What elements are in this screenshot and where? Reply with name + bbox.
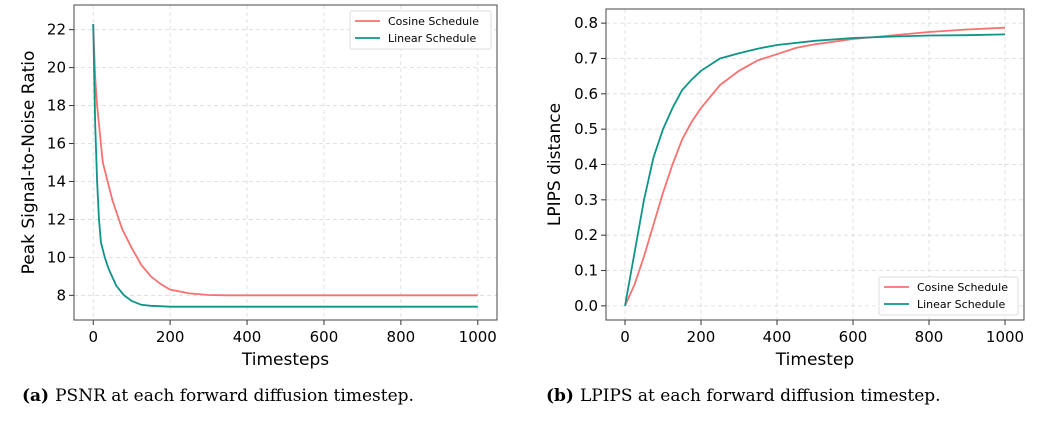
- chart-b-xlabel: Timestep: [775, 350, 854, 370]
- chart-b-ytick-label: 0.7: [574, 49, 598, 67]
- chart-a: 0 200 400 600 800 1000 8 10 12 14 16 18 20 22 Timestep…: [19, 4, 498, 370]
- chart-a-axes-frame: [73, 4, 498, 321]
- chart-b-legend: Cosine Schedule Linear Schedule: [878, 276, 1019, 316]
- chart-a-xtick-label: 1000: [459, 328, 497, 346]
- chart-a-ylabel: Peak Signal-to-Noise Ratio: [19, 51, 39, 275]
- chart-b-ytick-label: 0.8: [574, 14, 598, 32]
- chart-a-ytick-label: 8: [56, 286, 66, 304]
- chart-b-xtick-label: 400: [763, 328, 792, 346]
- chart-b-ylabel: LPIPS distance: [545, 103, 565, 226]
- chart-b-ytick-label: 0.3: [574, 191, 598, 209]
- chart-b-xtick-label: 0: [620, 328, 630, 346]
- chart-a-xtick-label: 0: [88, 328, 98, 346]
- chart-b-legend-label: Cosine Schedule: [917, 281, 1008, 294]
- chart-a-xlabel: Timesteps: [241, 350, 329, 370]
- chart-a-legend-label: Cosine Schedule: [388, 15, 479, 28]
- chart-a-xtick-label: 600: [310, 328, 339, 346]
- caption-a-text: PSNR at each forward diffusion timestep.: [55, 386, 414, 406]
- chart-a-xtick-label: 200: [156, 328, 185, 346]
- chart-a-ytick-label: 16: [47, 135, 66, 153]
- chart-b-ytick-label: 0.6: [574, 85, 598, 103]
- chart-a-series-linear-line: [92, 23, 478, 308]
- chart-b-xtick-label: 600: [839, 328, 868, 346]
- chart-a-ytick-label: 22: [47, 21, 66, 39]
- chart-b-xtick-label: 200: [687, 328, 716, 346]
- chart-a-legend-label: Linear Schedule: [388, 32, 476, 45]
- caption-a: (a) PSNR at each forward diffusion timest…: [22, 386, 414, 406]
- chart-a-xtick-label: 400: [233, 328, 262, 346]
- chart-a-legend: Cosine Schedule Linear Schedule: [349, 10, 492, 50]
- chart-b-ytick-label: 0.4: [574, 156, 598, 174]
- chart-a-legend-box: [349, 10, 492, 50]
- chart-b-ytick-label: 0.5: [574, 120, 598, 138]
- chart-a-ytick-label: 14: [47, 172, 66, 190]
- chart-a-series-cosine-line: [92, 23, 478, 297]
- chart-a-ytick-label: 20: [47, 59, 66, 77]
- chart-b-ytick-label: 0.2: [574, 226, 598, 244]
- chart-b-ytick-label: 0.0: [574, 297, 598, 315]
- caption-a-label: (a): [22, 386, 50, 406]
- chart-b-ytick-label: 0.1: [574, 262, 598, 280]
- caption-b: (b) LPIPS at each forward diffusion times…: [546, 386, 941, 406]
- chart-b-xtick-label: 800: [915, 328, 944, 346]
- chart-a-ytick-label: 10: [47, 248, 66, 266]
- chart-b-legend-label: Linear Schedule: [917, 298, 1005, 311]
- chart-a-xtick-label: 800: [387, 328, 416, 346]
- caption-b-label: (b): [546, 386, 574, 406]
- chart-a-ytick-label: 18: [47, 97, 66, 115]
- chart-b-xtick-label: 1000: [986, 328, 1024, 346]
- chart-b-series-linear-line: [624, 33, 1006, 307]
- chart-b-legend-box: [878, 276, 1019, 316]
- chart-b-axes-frame: [605, 8, 1025, 321]
- chart-b-series-cosine-line: [624, 26, 1006, 307]
- chart-a-ytick-label: 12: [47, 210, 66, 228]
- caption-b-text: LPIPS at each forward diffusion timestep…: [579, 386, 941, 406]
- chart-b: 0 200 400 600 800 1000 0.0 0.1 0.2 0.3 0.4 0.5 0.6 0.…: [545, 8, 1025, 370]
